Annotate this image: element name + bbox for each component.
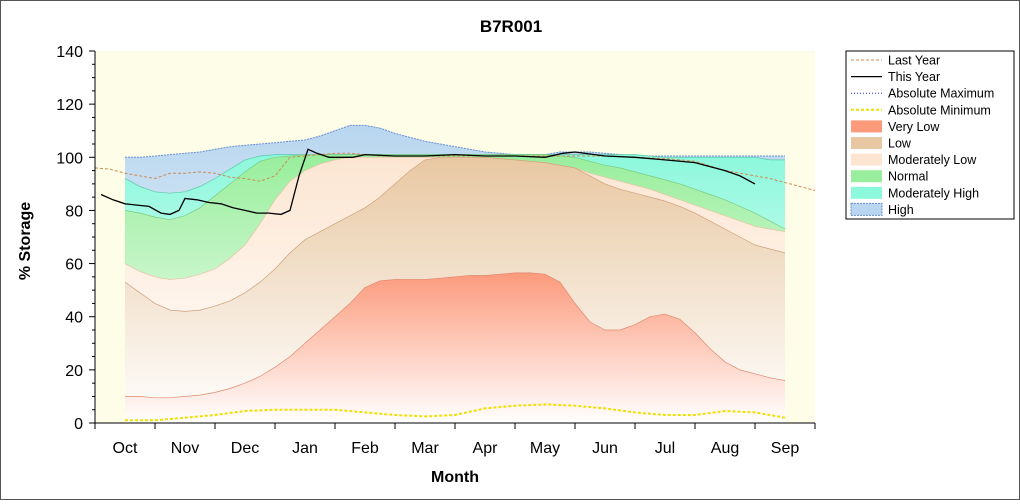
y-tick-label: 0 <box>74 416 83 433</box>
y-tick-label: 40 <box>65 310 83 327</box>
legend-label-normal: Normal <box>888 170 928 184</box>
x-tick-label: Feb <box>351 440 379 457</box>
x-axis-title: Month <box>431 469 479 486</box>
legend-swatch-high <box>850 202 883 216</box>
legend-label-absolute-maximum: Absolute Maximum <box>888 87 994 101</box>
legend-swatch-low <box>851 137 882 149</box>
legend-swatch-normal <box>851 170 882 183</box>
y-tick-label: 120 <box>56 97 83 114</box>
x-tick-label: Nov <box>171 440 199 457</box>
legend-label-absolute-minimum: Absolute Minimum <box>888 103 991 117</box>
y-tick-label: 80 <box>65 203 83 220</box>
legend-swatch-very-low <box>851 120 882 133</box>
x-tick-label: Aug <box>711 440 739 457</box>
legend-swatch-moderately-high <box>851 186 882 199</box>
x-tick-label: Jun <box>592 440 618 457</box>
y-tick-label: 20 <box>65 363 83 380</box>
legend: Last Year This Year Absolute Maximum Absolu… <box>845 50 1015 220</box>
band-edge-low <box>124 156 786 312</box>
y-axis-title: % Storage <box>17 202 34 280</box>
band-edge-high <box>125 124 785 158</box>
x-tick-label: Jul <box>655 440 675 457</box>
legend-label-moderately-low: Moderately Low <box>888 153 977 167</box>
band-very-low <box>125 272 785 423</box>
legend-label-very-low: Very Low <box>888 120 940 134</box>
chart-title: B7R001 <box>480 17 542 36</box>
legend-label-moderately-high: Moderately High <box>888 186 979 200</box>
x-tick-label: Mar <box>411 440 439 457</box>
legend-label-high: High <box>888 203 914 217</box>
line-this-year <box>100 148 756 216</box>
x-tick-label: Oct <box>113 440 138 457</box>
legend-label-low: Low <box>888 137 912 151</box>
legend-swatch-moderately-low <box>851 153 882 166</box>
legend-label-this-year: This Year <box>888 70 940 84</box>
y-tick-label: 60 <box>65 257 83 274</box>
y-tick-label: 100 <box>56 150 83 167</box>
line-absolute-minimum <box>125 403 786 422</box>
band-edge-very-low <box>125 272 786 399</box>
x-tick-label: Jan <box>292 440 318 457</box>
x-tick-label: Dec <box>231 440 259 457</box>
legend-label-last-year: Last Year <box>888 54 940 68</box>
y-tick-label: 140 <box>56 44 83 61</box>
x-tick-label: Sep <box>771 440 800 457</box>
x-tick-label: May <box>530 440 560 457</box>
x-tick-label: Apr <box>473 440 499 457</box>
line-last-year <box>94 152 816 191</box>
